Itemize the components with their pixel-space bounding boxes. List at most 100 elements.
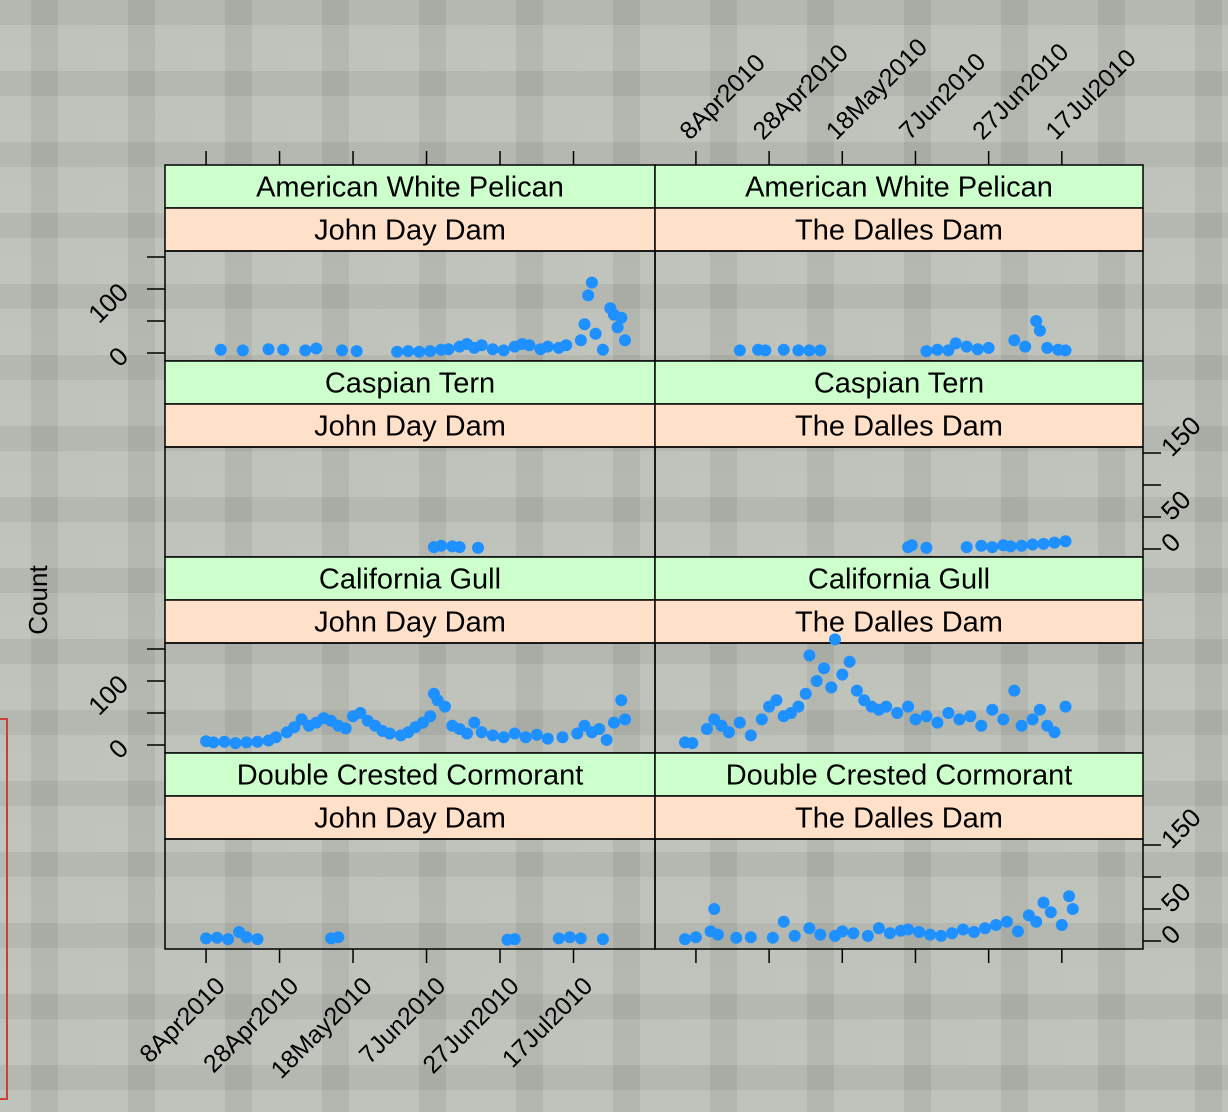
data-point <box>556 731 569 744</box>
data-point <box>218 735 231 748</box>
data-point <box>541 732 554 745</box>
y-tick-label: 0 <box>1155 527 1186 558</box>
data-point <box>530 728 543 741</box>
strip-species <box>654 360 1144 405</box>
data-point <box>336 344 348 357</box>
data-point <box>766 931 779 944</box>
data-point <box>214 343 227 356</box>
panel-frame <box>654 838 1144 950</box>
data-point <box>486 729 499 742</box>
strip-species-label: American White Pelican <box>256 172 564 204</box>
data-point <box>1000 915 1013 928</box>
data-point <box>920 541 933 554</box>
y-tick-label: 0 <box>1155 919 1186 950</box>
data-point <box>679 933 691 946</box>
data-point <box>236 344 249 357</box>
data-point <box>814 344 827 357</box>
panel: California Gull The Dalles Dam <box>654 556 1144 754</box>
data-point <box>883 927 896 940</box>
data-point <box>689 931 702 944</box>
data-point <box>574 334 587 347</box>
data-point <box>619 713 631 726</box>
strip-dam <box>654 207 1144 252</box>
data-point <box>777 915 790 928</box>
y-tick-label: 100 <box>82 669 134 721</box>
data-point <box>424 345 437 358</box>
data-point <box>931 716 944 729</box>
data-point <box>847 927 860 940</box>
data-point <box>615 311 628 324</box>
data-point <box>979 922 991 935</box>
data-point <box>438 700 451 713</box>
strip-species-label: California Gull <box>808 564 990 596</box>
data-point <box>497 344 510 357</box>
data-point <box>585 276 598 289</box>
strip-species <box>654 556 1144 601</box>
data-point <box>700 723 713 735</box>
data-point <box>1008 334 1021 347</box>
strip-species <box>654 164 1144 209</box>
data-point <box>200 932 213 945</box>
data-point <box>523 339 536 352</box>
data-point <box>310 342 323 355</box>
y-tick-label: 50 <box>1155 484 1197 526</box>
data-point <box>519 731 532 744</box>
strip-dam-label: John Day Dam <box>314 607 506 639</box>
data-point <box>552 932 565 945</box>
strip-species <box>164 164 656 209</box>
data-point <box>708 903 721 915</box>
data-point <box>1059 344 1072 357</box>
data-point <box>383 727 396 740</box>
data-point <box>262 343 275 356</box>
data-point <box>1019 340 1032 353</box>
data-point <box>931 343 944 356</box>
strip-species-label: Caspian Tern <box>325 368 495 400</box>
data-point <box>1066 903 1079 915</box>
data-point <box>891 707 904 719</box>
data-point <box>836 925 849 938</box>
y-axis-title: Count <box>23 565 53 635</box>
data-point <box>755 713 768 726</box>
data-point <box>1026 538 1039 551</box>
data-point <box>829 633 841 646</box>
data-point <box>949 337 962 350</box>
data-point <box>299 344 312 357</box>
data-point <box>788 929 801 942</box>
data-point <box>1037 537 1050 550</box>
data-point <box>730 931 743 944</box>
data-point <box>486 343 499 356</box>
data-point <box>475 726 488 739</box>
data-point <box>880 700 893 713</box>
data-point <box>953 713 966 726</box>
data-point <box>615 694 628 707</box>
data-point <box>1063 890 1076 903</box>
data-point <box>1008 684 1021 697</box>
data-point <box>461 727 473 740</box>
data-point <box>211 931 224 944</box>
data-point <box>905 539 918 552</box>
strip-dam <box>164 207 656 252</box>
data-point <box>1011 925 1024 938</box>
panel: Double Crested Cormorant The Dalles Dam <box>654 752 1144 950</box>
data-point <box>277 343 290 356</box>
panel: American White Pelican John Day Dam <box>164 164 656 362</box>
data-point <box>472 541 484 554</box>
data-point <box>971 343 984 356</box>
data-point <box>814 928 827 941</box>
data-point <box>541 340 554 353</box>
y-tick-label: 150 <box>1155 410 1207 462</box>
data-point <box>288 721 301 734</box>
red-outline-box <box>0 718 8 1100</box>
data-point <box>593 723 606 735</box>
panel: Caspian Tern The Dalles Dam <box>654 360 1144 558</box>
data-point <box>902 700 915 713</box>
data-point <box>733 716 746 729</box>
strip-dam-label: The Dalles Dam <box>795 215 1003 247</box>
data-point <box>990 919 1002 931</box>
data-point <box>957 923 969 936</box>
data-point <box>913 926 926 938</box>
panel: California Gull John Day Dam <box>164 556 656 754</box>
data-point <box>1059 535 1072 548</box>
data-point <box>1004 540 1017 553</box>
